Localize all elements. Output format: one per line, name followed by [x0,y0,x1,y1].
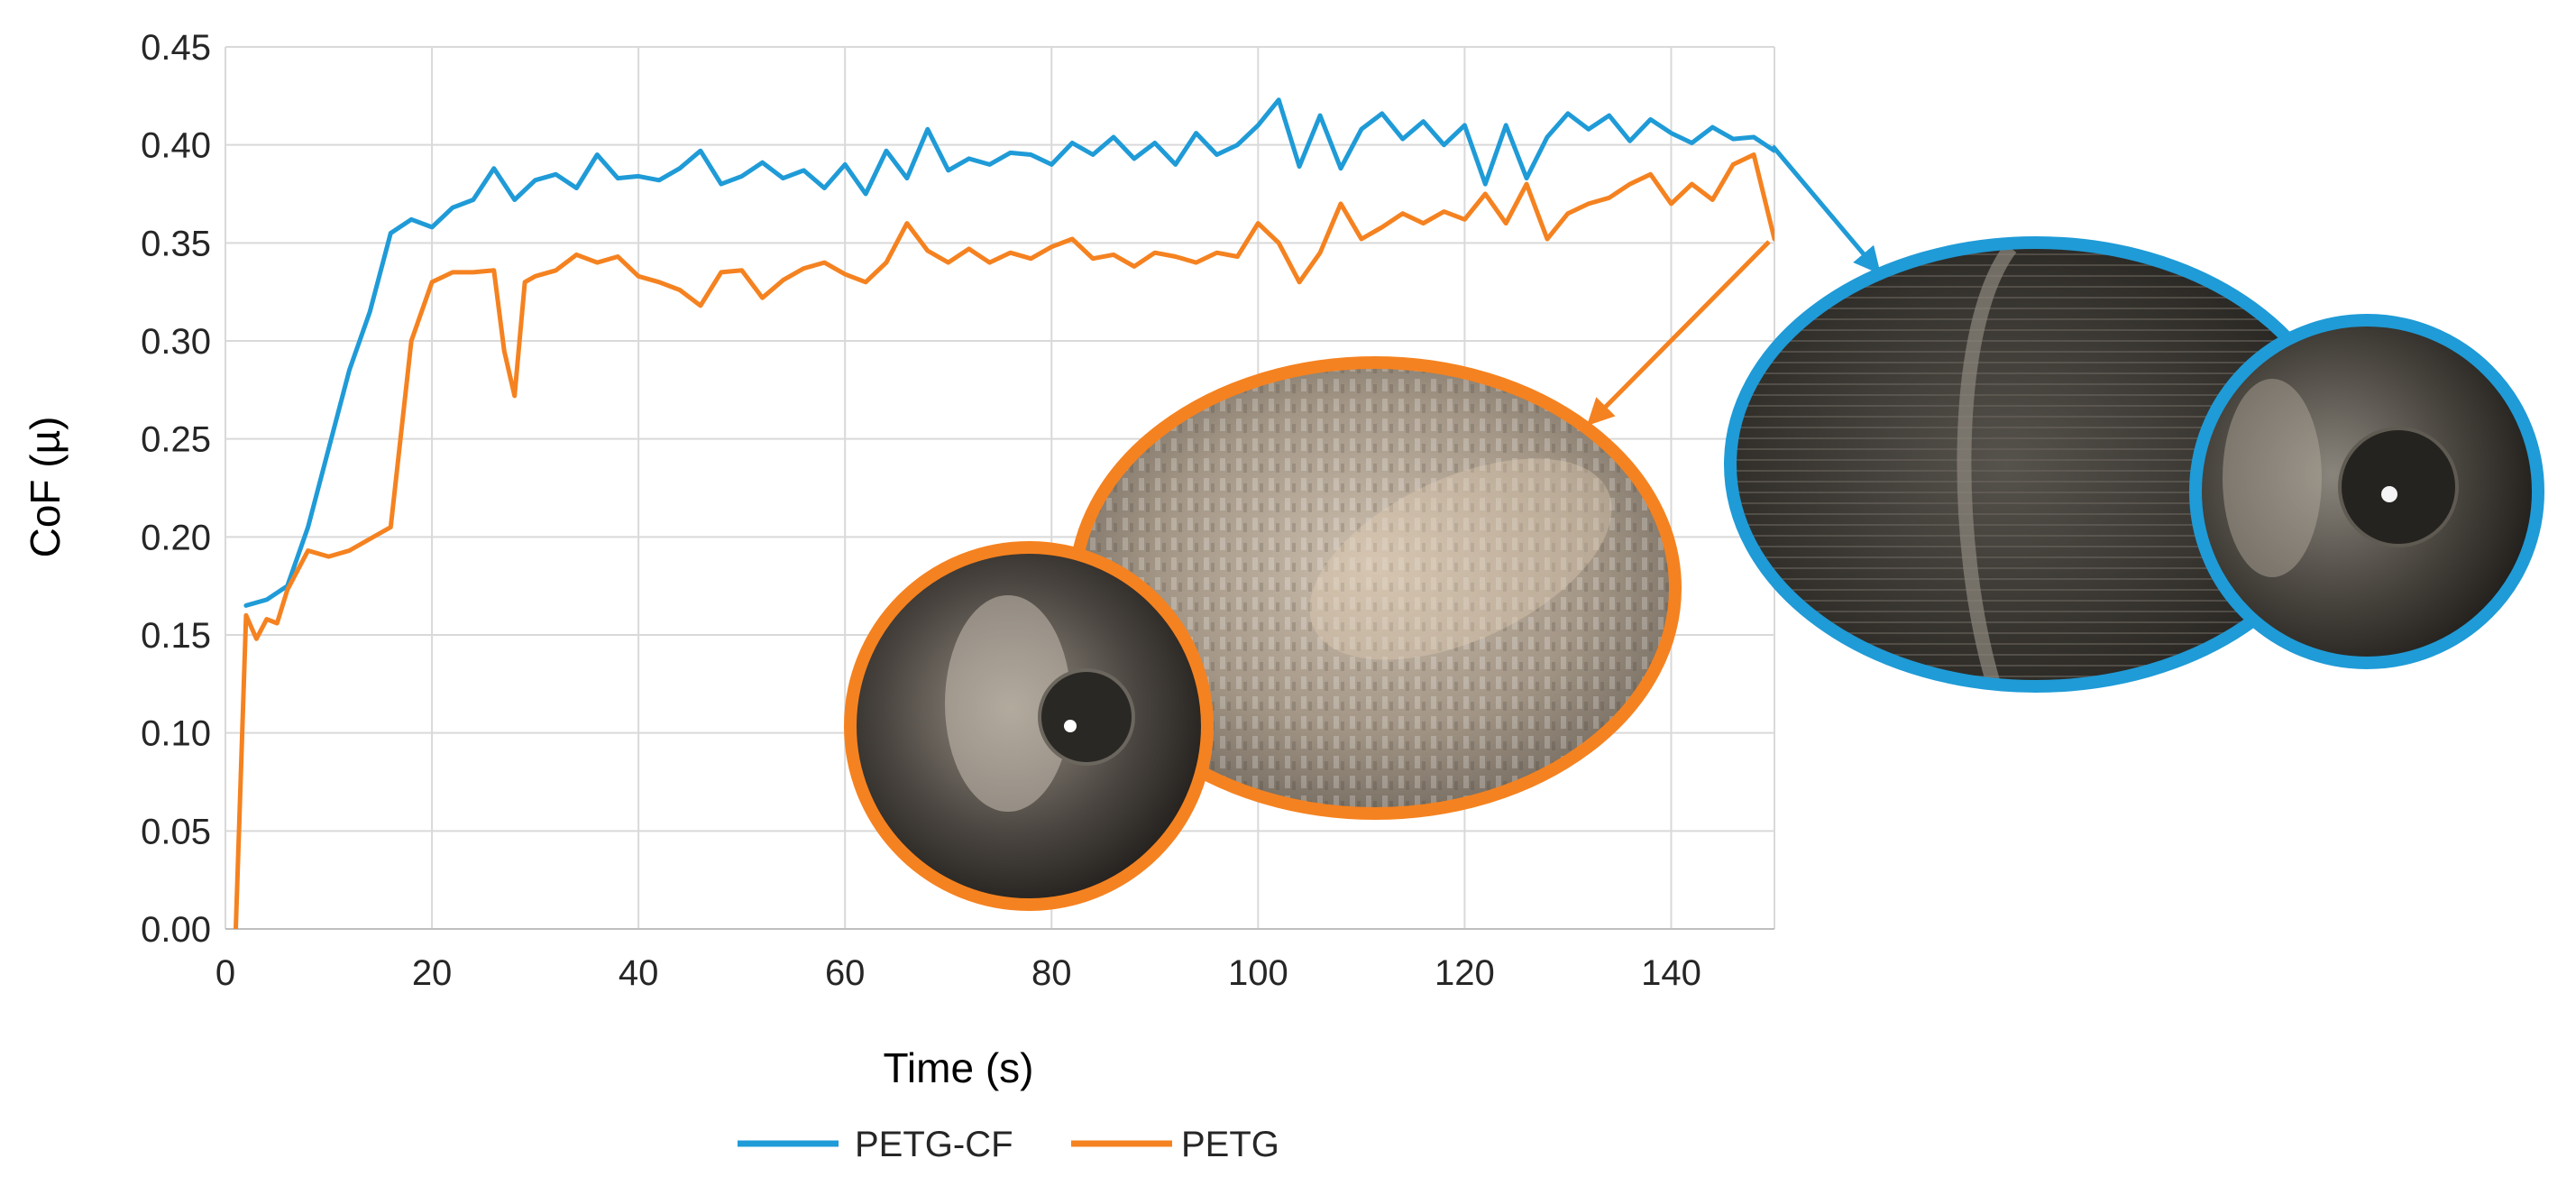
grid-lines [225,46,1775,930]
y-tick-label: 0.30 [141,322,211,362]
y-tick-label: 0.10 [141,714,211,754]
x-tick-label: 120 [1435,953,1495,993]
legend-label-petgcf: PETG-CF [855,1125,1013,1164]
y-tick-label: 0.35 [141,224,211,263]
x-axis-ticks: 0 20 40 60 80 100 120 140 [215,953,1701,993]
x-tick-label: 0 [215,953,235,993]
y-axis-title: CoF (µ) [22,417,69,558]
x-axis-title: Time (s) [884,1044,1034,1091]
legend-label-petg: PETG [1181,1125,1279,1164]
series-line-petg-cf [243,97,1774,608]
petgcf-ball-micrograph [2189,314,2544,669]
petg-wear-track-micrograph [1068,356,1682,820]
x-tick-label: 100 [1228,953,1288,993]
y-tick-label: 0.05 [141,812,211,851]
x-tick-label: 80 [1031,953,1072,993]
x-tick-label: 60 [825,953,866,993]
legend: PETG-CF PETG [738,1125,1279,1164]
petgcf-wear-track-micrograph [1724,236,2348,693]
y-tick-label: 0.00 [141,910,211,950]
series-line-petg [234,152,1774,929]
x-tick-label: 140 [1641,953,1701,993]
y-tick-label: 0.20 [141,518,211,557]
petg-callout-arrow [1586,240,1771,427]
series-lines [234,97,1774,929]
y-axis-ticks: 0.00 0.05 0.10 0.15 0.20 0.25 0.30 0.35 0.40 0.45 [141,28,211,950]
y-tick-label: 0.25 [141,420,211,460]
y-tick-label: 0.15 [141,616,211,656]
petgcf-callout-arrow [1771,144,1881,275]
petg-ball-micrograph [844,541,1214,911]
y-tick-label: 0.45 [141,28,211,68]
x-tick-label: 20 [412,953,453,993]
x-tick-label: 40 [619,953,659,993]
y-tick-label: 0.40 [141,126,211,166]
